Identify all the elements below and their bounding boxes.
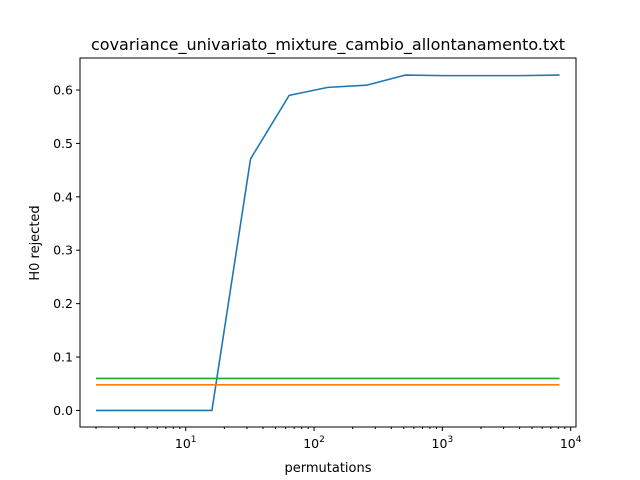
x-tick-label: 103 [432, 435, 454, 451]
x-tick-label: 104 [560, 435, 582, 451]
chart-title: covariance_univariato_mixture_cambio_all… [91, 35, 565, 55]
series-line-1 [96, 74, 560, 412]
x-tick-label: 102 [303, 435, 325, 451]
x-axis-label: permutations [284, 461, 371, 476]
plot-frame [79, 57, 577, 428]
y-tick-label: 0.1 [53, 350, 73, 365]
y-tick-label: 0.4 [53, 189, 73, 204]
x-tick-label: 101 [175, 435, 197, 451]
series-layer [96, 74, 560, 412]
y-tick-label: 0.2 [53, 296, 73, 311]
y-tick-label: 0.6 [53, 83, 73, 98]
y-axis-label: H0 rejected [28, 205, 43, 280]
y-tick-label: 0.3 [53, 243, 73, 258]
y-tick-label: 0.5 [53, 136, 73, 151]
axes: 0.0 0.1 0.2 0.3 0.4 0.5 0.6 101 102 103 104 [53, 57, 582, 451]
y-tick-label: 0.0 [53, 403, 73, 418]
